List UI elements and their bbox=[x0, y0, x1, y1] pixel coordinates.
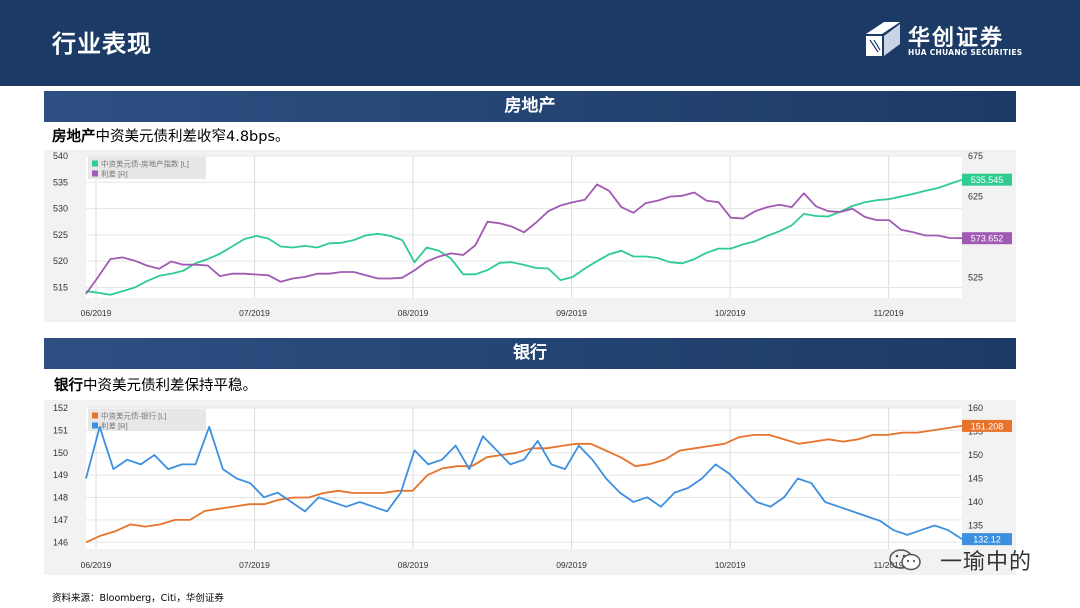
watermark-text: 一瑜中的 bbox=[940, 550, 1033, 575]
series-line bbox=[85, 178, 963, 296]
y-right-tick-label: 625 bbox=[968, 192, 983, 202]
x-tick-label: 09/2019 bbox=[556, 308, 587, 318]
source-note: 资料来源：Bloomberg，Citi，华创证券 bbox=[52, 593, 224, 604]
y-left-tick-label: 151 bbox=[53, 425, 68, 435]
y-left-tick-label: 515 bbox=[53, 282, 68, 292]
logo-mark-icon bbox=[866, 22, 900, 56]
series-line bbox=[85, 425, 963, 544]
legend-label: 利差 [R] bbox=[101, 421, 128, 431]
legend-label: 利差 [R] bbox=[101, 169, 128, 179]
end-value-badge bbox=[962, 173, 1012, 186]
plot-area bbox=[86, 408, 962, 549]
x-tick-label: 11/2019 bbox=[874, 308, 904, 318]
chart-real-estate: 06/2019 07/2019 08/2019 09/2019 10/2019 11/20… bbox=[53, 151, 1012, 318]
legend-swatch bbox=[92, 160, 98, 167]
legend-swatch bbox=[92, 170, 98, 177]
logo-chinese-text: 华创证券 bbox=[908, 26, 1005, 51]
legend-label: 中资美元债-银行 [L] bbox=[101, 411, 166, 421]
subtitle-bold: 银行 bbox=[54, 378, 83, 394]
y-left-tick-label: 520 bbox=[53, 256, 68, 266]
y-left-tick-label: 148 bbox=[53, 493, 68, 503]
chart-panel-bank: 06/2019 07/2019 08/2019 09/2019 10/2019 11/20… bbox=[44, 400, 1016, 575]
x-tick-label: 08/2019 bbox=[398, 308, 429, 318]
chart-panel-real-estate: 06/2019 07/2019 08/2019 09/2019 10/2019 11/20… bbox=[44, 150, 1016, 322]
y-right-tick-label: 145 bbox=[968, 474, 983, 484]
end-value-label: 573.652 bbox=[971, 234, 1004, 244]
end-value-badge bbox=[962, 533, 1012, 546]
plot-area bbox=[86, 156, 962, 298]
logo-english-text: HUA CHUANG SECURITIES bbox=[908, 48, 1023, 57]
subtitle-text: 中资美元债利差保持平稳。 bbox=[83, 378, 257, 394]
wechat-icon bbox=[889, 549, 921, 571]
x-tick-label: 07/2019 bbox=[239, 560, 270, 570]
legend-box bbox=[88, 409, 206, 431]
legend-label: 中资美元债-房地产指数 [L] bbox=[101, 159, 189, 169]
legend-swatch bbox=[92, 422, 98, 429]
end-value-badge bbox=[962, 232, 1012, 245]
x-tick-label: 10/2019 bbox=[715, 560, 746, 570]
section-bar-bank: 银行 bbox=[44, 338, 1016, 369]
series-line bbox=[85, 425, 963, 540]
end-value-label: 535.545 bbox=[971, 175, 1004, 185]
legend-box bbox=[88, 157, 206, 179]
y-right-tick-label: 525 bbox=[968, 273, 983, 283]
y-left-tick-label: 146 bbox=[53, 537, 68, 547]
header-bar: 行业表现 华创证券 HUA CHUANG SECURITIES bbox=[0, 0, 1080, 86]
end-value-label: 132.12 bbox=[973, 535, 1001, 545]
x-tick-label: 06/2019 bbox=[81, 308, 112, 318]
x-tick-label: 06/2019 bbox=[81, 560, 112, 570]
y-left-tick-label: 150 bbox=[53, 448, 68, 458]
y-left-tick-label: 530 bbox=[53, 204, 68, 214]
subtitle-real-estate: 房地产中资美元债利差收窄4.8bps。 bbox=[52, 125, 290, 146]
x-tick-label: 11/2019 bbox=[874, 560, 904, 570]
end-value-badge bbox=[962, 419, 1012, 432]
y-left-tick-label: 525 bbox=[53, 230, 68, 240]
y-right-tick-label: 675 bbox=[968, 151, 983, 161]
y-left-tick-label: 540 bbox=[53, 151, 68, 161]
series-line bbox=[85, 183, 963, 295]
y-left-tick-label: 152 bbox=[53, 403, 68, 413]
y-right-tick-label: 150 bbox=[968, 450, 983, 460]
x-tick-label: 10/2019 bbox=[715, 308, 746, 318]
legend-swatch bbox=[92, 412, 98, 419]
page-title: 行业表现 bbox=[52, 30, 152, 58]
x-tick-label: 07/2019 bbox=[239, 308, 270, 318]
end-value-label: 151.208 bbox=[971, 421, 1004, 431]
subtitle-bold: 房地产 bbox=[52, 129, 96, 145]
x-tick-label: 09/2019 bbox=[556, 560, 587, 570]
y-right-tick-label: 160 bbox=[968, 403, 983, 413]
chart-bank: 06/2019 07/2019 08/2019 09/2019 10/2019 11/20… bbox=[53, 403, 1012, 570]
y-left-tick-label: 149 bbox=[53, 470, 68, 480]
company-logo: 华创证券 HUA CHUANG SECURITIES bbox=[864, 20, 1024, 60]
x-tick-label: 08/2019 bbox=[398, 560, 429, 570]
section-bar-real-estate: 房地产 bbox=[44, 91, 1016, 122]
subtitle-bank: 银行中资美元债利差保持平稳。 bbox=[54, 374, 257, 395]
y-right-tick-label: 135 bbox=[968, 521, 983, 531]
subtitle-text: 中资美元债利差收窄4.8bps。 bbox=[95, 129, 290, 145]
y-left-tick-label: 147 bbox=[53, 515, 68, 525]
y-left-tick-label: 535 bbox=[53, 177, 68, 187]
y-right-tick-label: 140 bbox=[968, 497, 983, 507]
